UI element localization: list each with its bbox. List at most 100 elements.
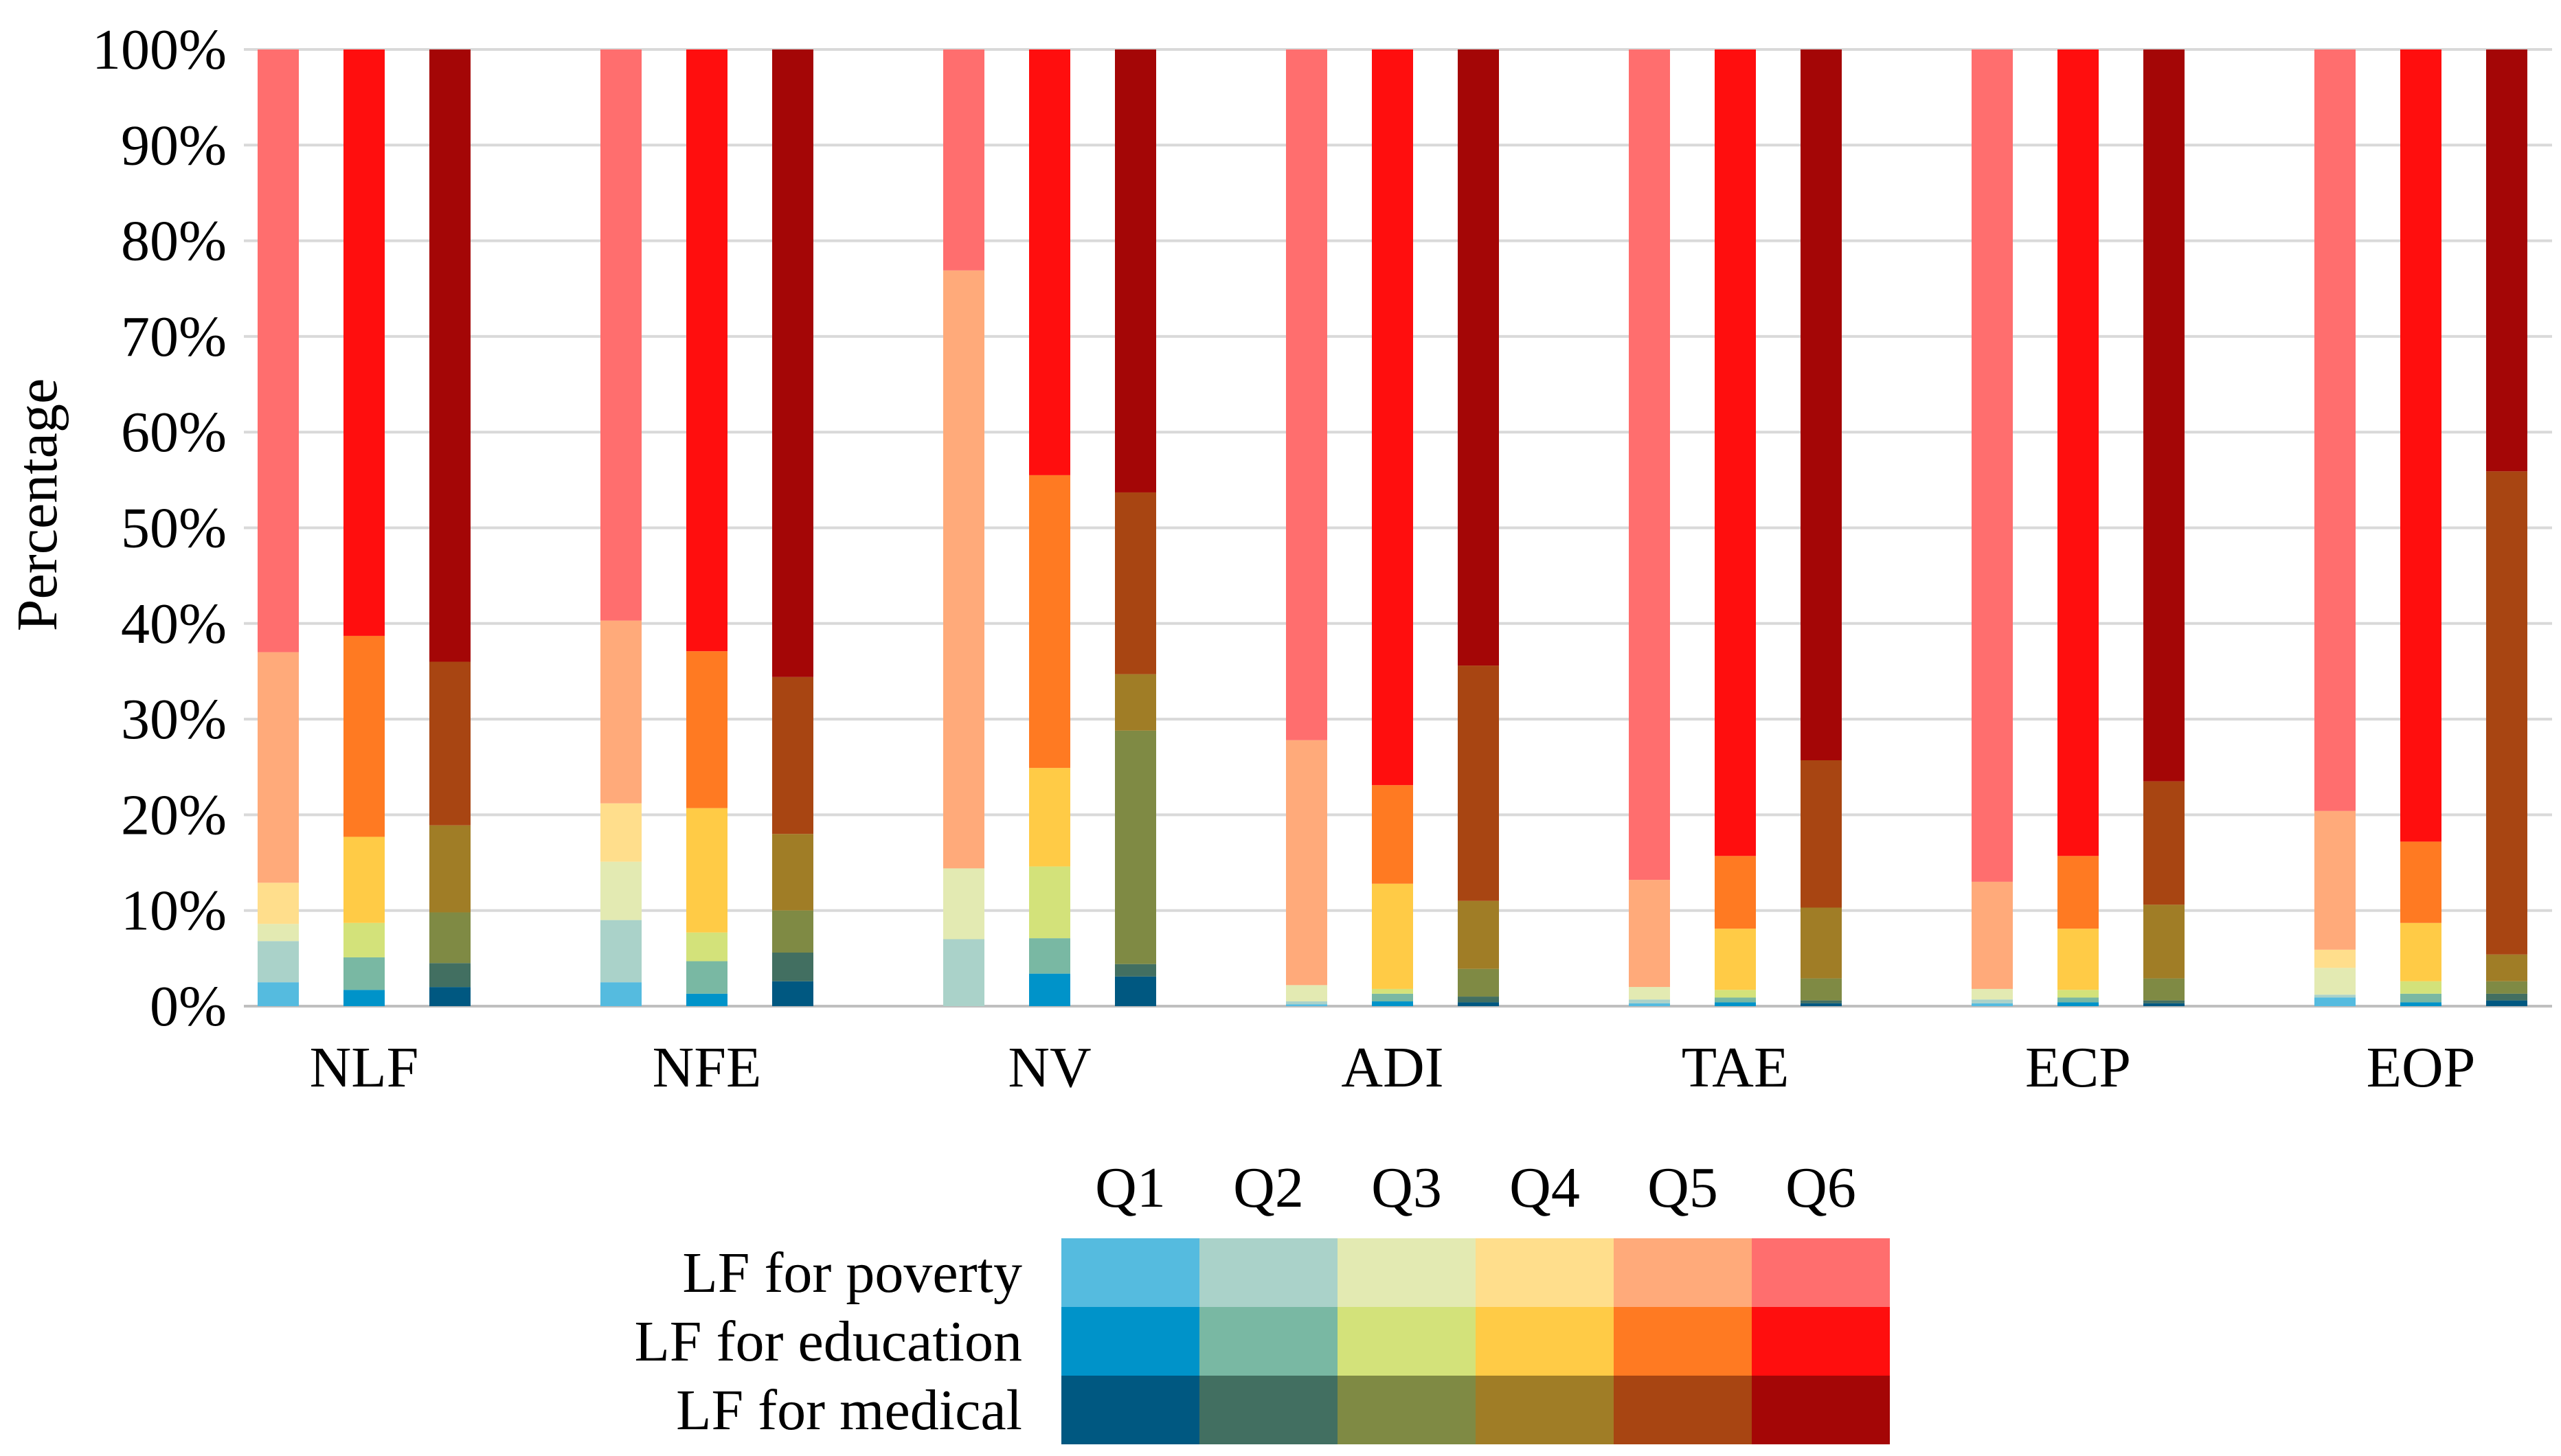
bar-segment-nfe-3-q1	[772, 981, 813, 1006]
bar-segment-nv-2-q2	[1029, 938, 1070, 974]
bar-segment-adi-1-q6	[1286, 49, 1327, 740]
bar-segment-eop-1-q3	[2314, 968, 2356, 995]
bar-segment-nlf-3-q3	[429, 912, 471, 964]
bar-segment-adi-3-q3	[1458, 968, 1499, 997]
bar-segment-nv-3-q4	[1115, 674, 1156, 731]
bar-segment-adi-2-q4	[1372, 883, 1413, 989]
bar-segment-ecp-1-q5	[1972, 881, 2013, 989]
bar-segment-nlf-1-q4	[258, 883, 299, 924]
bar-segment-eop-1-q4	[2314, 949, 2356, 968]
bar-segment-eop-1-q6	[2314, 49, 2356, 811]
bar-segment-nfe-2-q5	[686, 651, 727, 808]
bar-segment-nlf-3-q1	[429, 987, 471, 1006]
bar-segment-nlf-2-q4	[343, 837, 385, 923]
bar-segment-tae-1-q5	[1629, 880, 1670, 988]
y-axis-title: Percentage	[5, 378, 69, 631]
legend-swatch	[1614, 1376, 1752, 1444]
bar-segment-adi-3-q4	[1458, 900, 1499, 969]
x-tick-label: EOP	[2367, 1036, 2476, 1100]
legend-swatch	[1614, 1307, 1752, 1376]
y-tick-label: 0%	[150, 975, 227, 1038]
bar-segment-nlf-1-q1	[258, 982, 299, 1006]
bar-segment-tae-3-q6	[1801, 49, 1842, 760]
y-tick-label: 20%	[121, 783, 227, 847]
bar-segment-tae-1-q3	[1629, 987, 1670, 1000]
bar-segment-tae-3-q3	[1801, 978, 1842, 1001]
bar-segment-eop-3-q1	[2486, 1000, 2527, 1006]
bar-segment-adi-3-q2	[1458, 997, 1499, 1003]
bar-segment-adi-3-q5	[1458, 666, 1499, 901]
legend-swatch	[1199, 1376, 1338, 1444]
bar-segment-nfe-2-q3	[686, 932, 727, 962]
bar-segment-tae-1-q2	[1629, 999, 1670, 1003]
bar-segment-tae-3-q2	[1801, 1000, 1842, 1003]
bar-segment-eop-1-q5	[2314, 810, 2356, 950]
bar-segment-nlf-1-q6	[258, 49, 299, 652]
bar-segment-adi-2-q6	[1372, 49, 1413, 786]
bar-segment-eop-3-q5	[2486, 471, 2527, 955]
legend-quantile-label: Q4	[1509, 1156, 1580, 1220]
bar-segment-adi-1-q1	[1286, 1004, 1327, 1006]
y-tick-label: 40%	[121, 592, 227, 656]
bar-segment-tae-2-q4	[1715, 929, 1756, 990]
legend-swatch	[1476, 1376, 1614, 1444]
bar-segment-eop-1-q1	[2314, 997, 2356, 1006]
bar-segment-tae-2-q3	[1715, 990, 1756, 998]
bar-segment-ecp-3-q3	[2143, 978, 2185, 1001]
bar-segment-nv-3-q1	[1115, 976, 1156, 1006]
x-tick-label: ADI	[1341, 1036, 1443, 1100]
bar-segment-ecp-1-q3	[1972, 988, 2013, 1000]
bar-segment-nv-2-q4	[1029, 768, 1070, 867]
legend-series-label: LF for education	[635, 1310, 1023, 1374]
legend-swatch	[1752, 1238, 1890, 1307]
bar-segment-nfe-2-q1	[686, 993, 727, 1006]
bar-segment-adi-2-q1	[1372, 1001, 1413, 1006]
bar-segment-nv-2-q5	[1029, 475, 1070, 769]
bar-segment-nlf-1-q5	[258, 652, 299, 883]
bar-segment-ecp-3-q2	[2143, 1000, 2185, 1003]
bar-segment-nlf-3-q2	[429, 963, 471, 988]
legend-swatch	[1061, 1307, 1199, 1376]
legend-swatch	[1614, 1238, 1752, 1307]
bar-segment-nv-1-q6	[943, 49, 984, 271]
bar-segment-tae-2-q2	[1715, 997, 1756, 1003]
bar-segment-eop-3-q6	[2486, 49, 2527, 472]
legend-quantile-label: Q2	[1233, 1156, 1304, 1220]
bar-segment-nv-2-q3	[1029, 866, 1070, 939]
bar-segment-nfe-3-q6	[772, 49, 813, 677]
x-tick-label: NFE	[653, 1036, 762, 1100]
y-tick-label: 90%	[121, 113, 227, 177]
legend-swatch	[1752, 1376, 1890, 1444]
x-tick-label: ECP	[2025, 1036, 2131, 1100]
bar-segment-adi-1-q5	[1286, 740, 1327, 986]
bar-segment-eop-2-q6	[2400, 49, 2441, 842]
bar-segment-ecp-3-q4	[2143, 905, 2185, 979]
bar-segment-nfe-1-q2	[600, 920, 642, 983]
bar-segment-ecp-1-q1	[1972, 1003, 2013, 1006]
bar-segment-nv-2-q6	[1029, 49, 1070, 475]
bar-segment-nfe-1-q4	[600, 803, 642, 862]
legend-swatch	[1752, 1307, 1890, 1376]
bar-segment-nlf-3-q5	[429, 661, 471, 826]
bar-segment-tae-3-q4	[1801, 907, 1842, 979]
bar-segment-nfe-1-q1	[600, 982, 642, 1006]
legend-swatch	[1338, 1376, 1476, 1444]
bar-segment-tae-3-q1	[1801, 1003, 1842, 1006]
bar-segment-nfe-3-q5	[772, 676, 813, 834]
bar-segment-eop-2-q5	[2400, 841, 2441, 923]
bar-segment-eop-1-q2	[2314, 994, 2356, 998]
bar-segment-eop-2-q2	[2400, 993, 2441, 1003]
bar-segment-ecp-2-q6	[2057, 49, 2099, 856]
bar-segment-nlf-3-q4	[429, 825, 471, 913]
bar-segment-nlf-2-q5	[343, 635, 385, 837]
bar-segment-nv-3-q5	[1115, 492, 1156, 674]
bar-segment-nfe-2-q2	[686, 961, 727, 994]
bar-segment-ecp-3-q5	[2143, 781, 2185, 905]
legend-swatch	[1061, 1238, 1199, 1307]
x-tick-label: NLF	[310, 1036, 419, 1100]
bar-segment-nfe-3-q2	[772, 952, 813, 981]
bar-segment-ecp-2-q4	[2057, 929, 2099, 990]
bar-segment-ecp-3-q6	[2143, 49, 2185, 782]
bar-segment-eop-3-q3	[2486, 981, 2527, 994]
